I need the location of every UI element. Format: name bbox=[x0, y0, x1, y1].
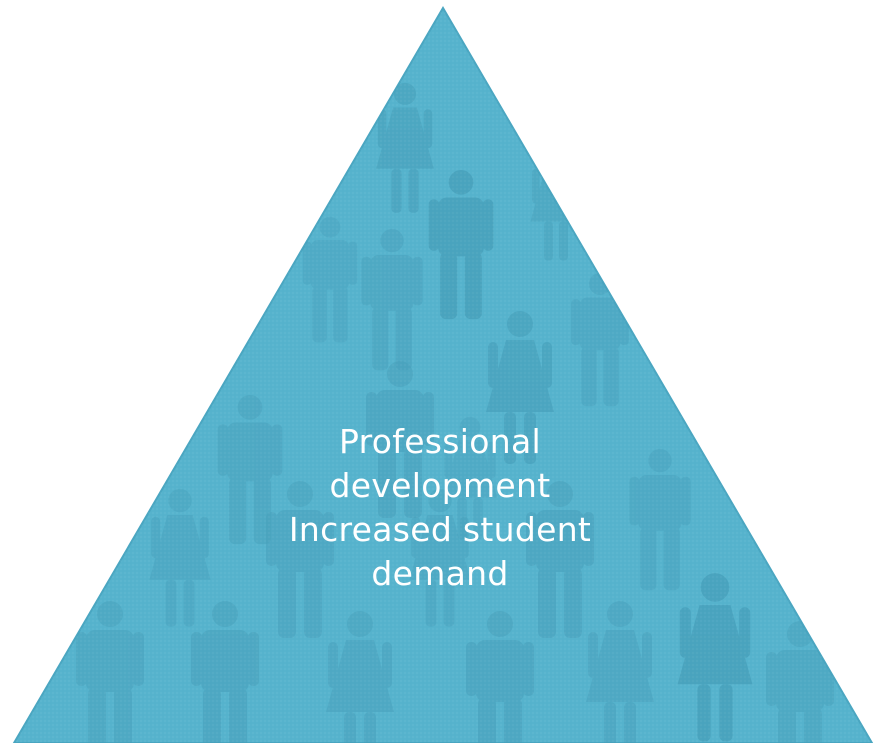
texture-overlay bbox=[14, 8, 872, 743]
label-line-2: development bbox=[329, 466, 551, 505]
label-line-4: demand bbox=[371, 554, 509, 593]
label-line-3: Increased student bbox=[288, 510, 592, 549]
triangle-label: Professional development Increased stude… bbox=[240, 420, 640, 596]
label-line-1: Professional bbox=[339, 422, 541, 461]
